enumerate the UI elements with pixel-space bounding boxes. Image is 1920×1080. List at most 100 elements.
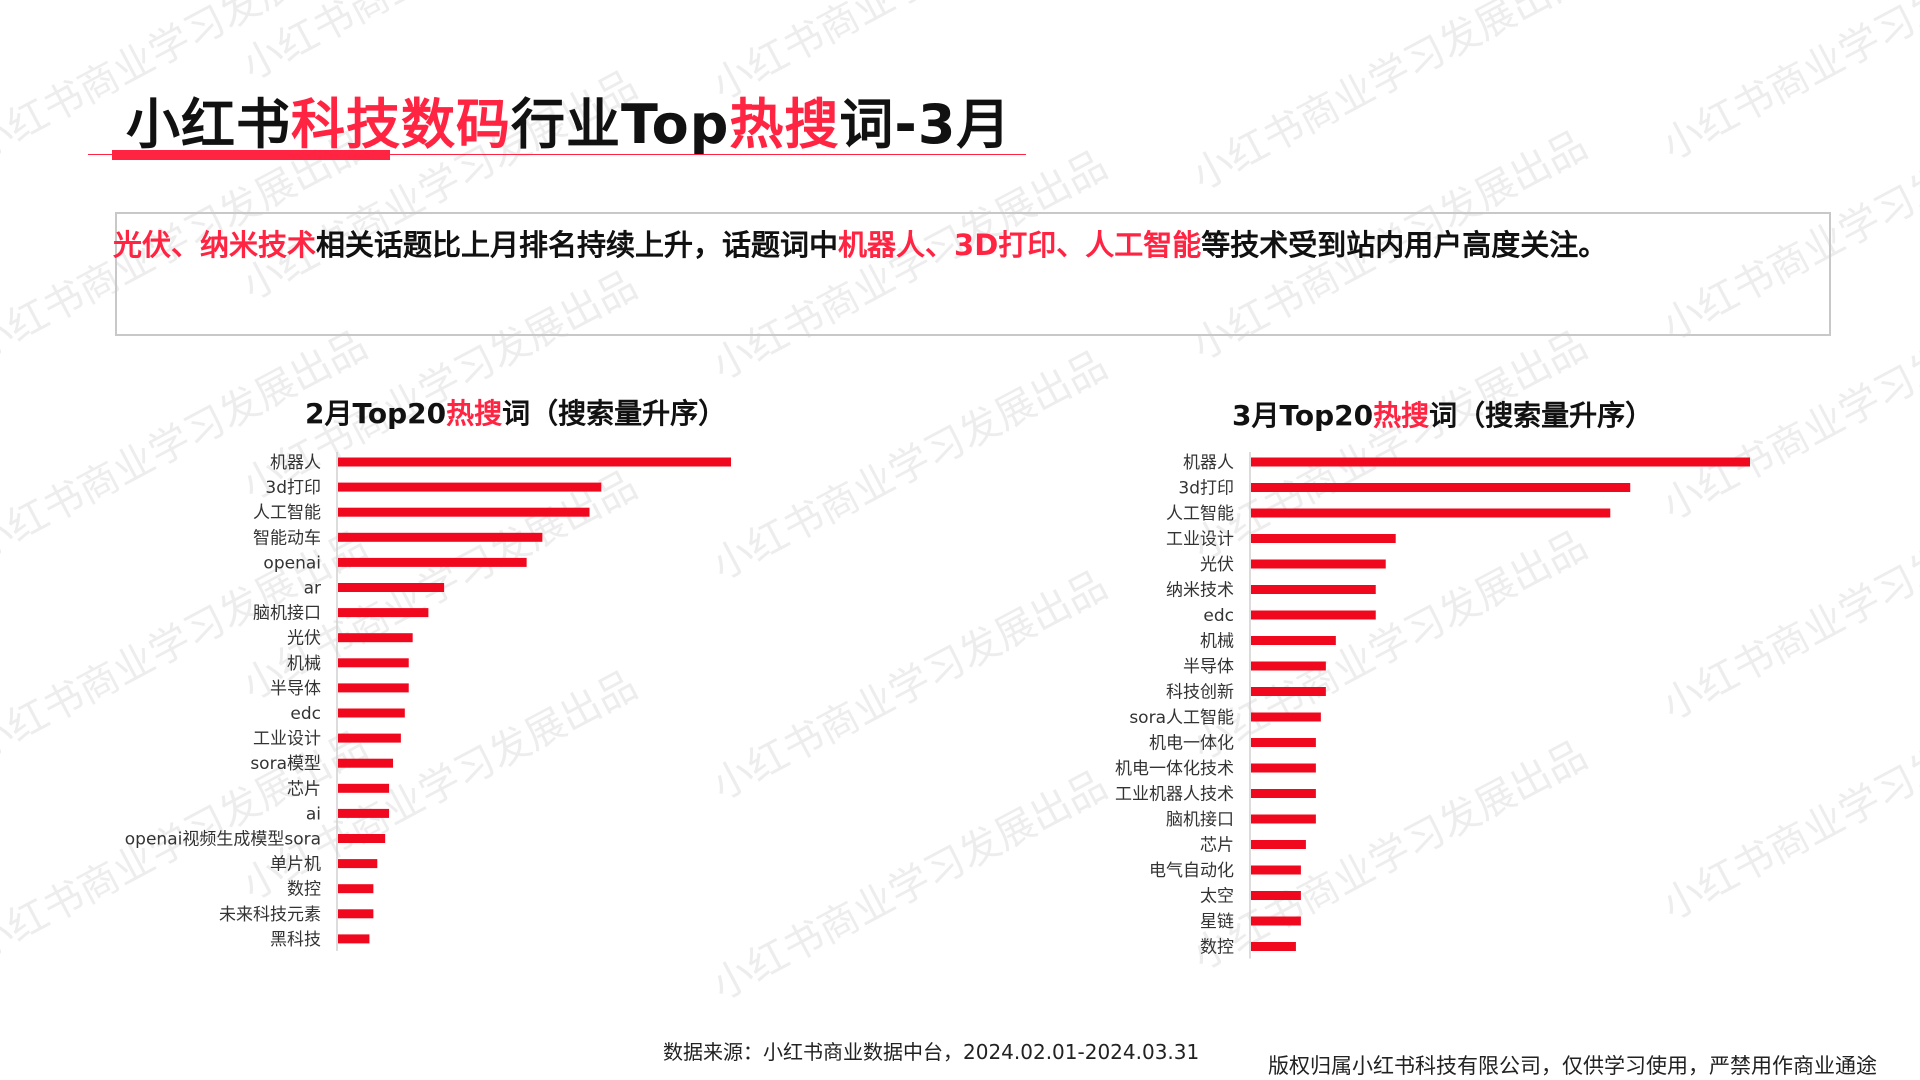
chart-2-bar [1251,534,1396,543]
chart-1-title-part-2: 热搜 [446,397,503,430]
chart-1-category-label: 半导体 [270,679,321,699]
chart-1-category-label: 机械 [287,654,321,674]
chart-2-category-label: 数控 [1200,938,1234,958]
chart-1-bar [338,557,527,567]
chart-1-bar [338,758,394,768]
chart-1-category-label: 脑机接口 [253,604,321,624]
chart-1-bar [338,909,374,919]
chart-2-bar [1251,763,1316,773]
chart-2-bar [1251,891,1301,900]
watermark-text: 小红书商业学习发展出品 [230,0,646,91]
chart-2-category-label: 机电一体化 [1149,734,1234,754]
title-part-4: 热搜 [729,93,840,156]
chart-2-bar [1251,789,1316,798]
chart-2-bar [1251,916,1301,926]
chart-2-category-label: 工业设计 [1166,530,1234,550]
chart-1-bar [338,708,405,718]
chart-2-bar [1251,636,1336,645]
chart-1-bar [338,834,386,843]
chart-2-bar [1251,585,1376,594]
chart-2-category-label: 光伏 [1200,555,1234,575]
chart-2-category-label: 科技创新 [1166,683,1234,703]
chart-2-category-label: 3d打印 [1178,479,1234,499]
title-part-5: 词-3月 [839,93,1012,156]
chart-1-bar [338,683,409,693]
chart-2-bar [1251,942,1296,951]
chart-1-category-label: openai视频生成模型sora [125,830,321,850]
chart-2-category-label: 人工智能 [1166,504,1234,524]
chart-1-bar [338,934,370,944]
chart-1-bar [338,482,602,492]
page-title: 小红书科技数码行业Top热搜词-3月 [126,80,1011,159]
chart-2-bar [1251,661,1326,671]
title-underline-thin [88,154,1026,155]
watermark-text: 小红书商业学习发展出品 [1184,0,1595,200]
data-source: 数据来源：小红书商业数据中台，2024.02.01-2024.03.31 [663,1040,1200,1064]
chart-2-category-label: 机器人 [1183,453,1234,473]
chart-2-title: 3月Top20热搜词（搜索量升序） [1232,394,1653,434]
chart-1-bar [338,783,390,793]
chart-1-category-label: 人工智能 [253,503,321,523]
chart-2-bar [1251,483,1631,492]
chart-2-bar [1251,457,1750,467]
chart-1-title: 2月Top20热搜词（搜索量升序） [305,392,726,432]
copyright-notice: 版权归属小红书科技有限公司，仅供学习使用，严禁用作商业通途 [1268,1054,1877,1078]
chart-1-category-label: 黑科技 [270,930,321,950]
chart-2-category-label: 工业机器人技术 [1115,785,1234,805]
chart-1-category-label: 智能动车 [253,528,321,548]
chart-2-category-label: 机电一体化技术 [1115,759,1234,779]
summary-highlight-3: 机器人、3D打印、人工智能 [838,228,1202,262]
chart-1-category-label: openai [263,553,321,573]
title-underline-accent [112,150,390,160]
chart-2-category-label: sora人工智能 [1129,708,1234,728]
summary-text: 光伏、纳米技术相关话题比上月排名持续上升，话题词中机器人、3D打印、人工智能等技… [113,222,1607,264]
chart-2-category-label: 半导体 [1183,657,1234,677]
chart-2-category-label: 机械 [1200,632,1234,652]
chart-2-bar [1251,865,1301,875]
chart-1-bar [338,457,731,467]
chart-2-bar [1251,687,1326,696]
chart-1-category-label: 未来科技元素 [219,905,321,925]
chart-2-category-label: 太空 [1200,887,1234,907]
chart-1-category-label: 机器人 [270,453,321,473]
chart-1-category-label: 单片机 [270,855,321,875]
title-part-2: 科技数码 [291,93,511,156]
watermark-text: 小红书商业学习发展出品 [1654,0,1920,170]
chart-1-bar [338,633,413,643]
summary-highlight-1: 光伏、纳米技术 [113,228,317,262]
chart-2-bar [1251,814,1316,824]
chart-1-category-label: 数控 [287,880,321,900]
chart-1-title-part-1: 2月Top20 [305,397,447,430]
chart-2-category-label: 电气自动化 [1149,861,1234,881]
chart-2-category-label: 脑机接口 [1166,810,1234,830]
summary-text-4: 等技术受到站内用户高度关注。 [1201,228,1608,262]
chart-1-bar [338,608,429,618]
summary-box [115,212,1831,336]
chart-2-bar [1251,840,1306,849]
chart-1-category-label: 工业设计 [253,729,321,749]
title-part-3: 行业Top [511,93,730,156]
chart-2-bar [1251,712,1321,722]
chart-1-category-label: edc [290,704,321,724]
chart-1-category-label: 光伏 [287,629,321,649]
chart-1-bar [338,859,378,869]
title-part-1: 小红书 [126,93,291,156]
chart-2-category-label: 星链 [1200,912,1234,932]
chart-1-bar [338,532,543,542]
chart-2-category-label: 芯片 [1200,836,1234,856]
chart-1-bar [338,507,590,517]
chart-1-category-label: 芯片 [287,779,321,799]
chart-2-title-part-1: 3月Top20 [1232,399,1374,432]
chart-2-bar [1251,738,1316,747]
chart-1-bar [338,583,445,592]
chart-1-bar [338,733,401,743]
chart-2-title-part-2: 热搜 [1373,399,1430,432]
summary-text-2: 相关话题比上月排名持续上升，话题词中 [316,228,839,262]
chart-2-category-label: edc [1203,606,1234,626]
chart-1-bar [338,658,409,668]
chart-2-bar [1251,610,1376,620]
chart-1-bar [338,884,374,894]
chart-1-category-label: 3d打印 [265,478,321,498]
